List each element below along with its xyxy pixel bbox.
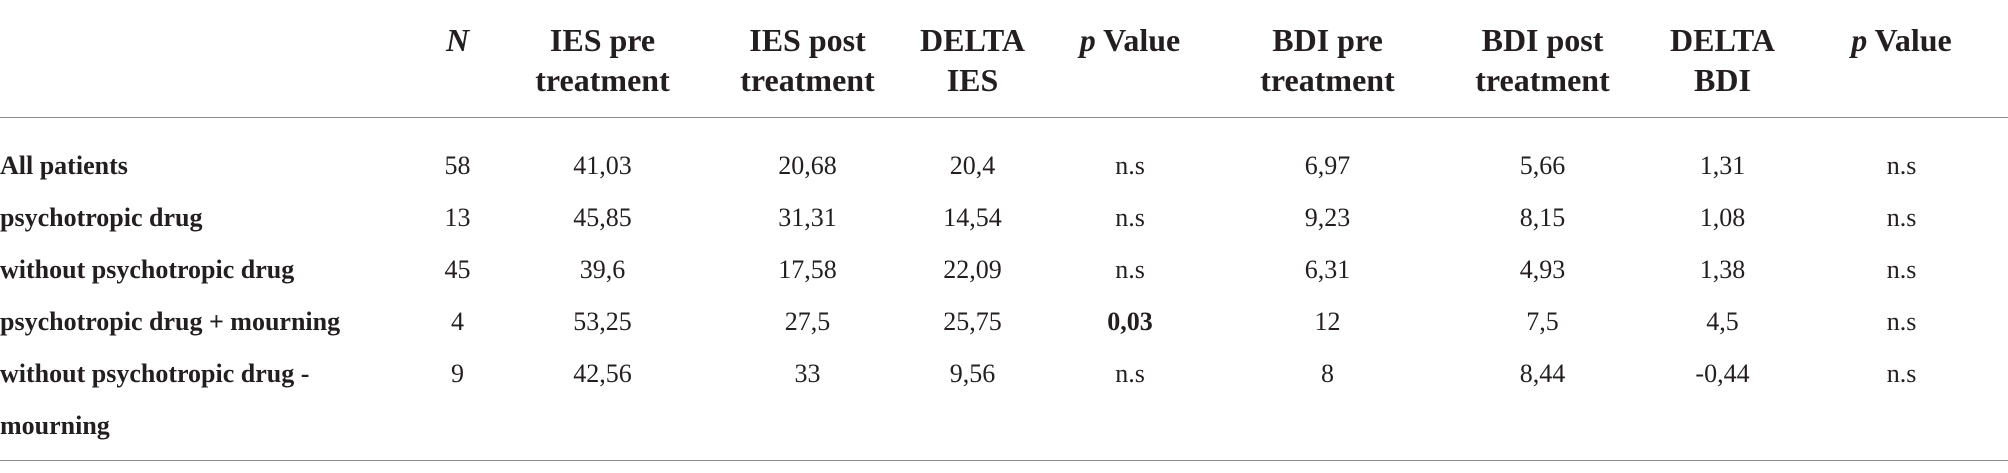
table-cell: n.s: [1886, 359, 1917, 388]
column-header: p Value: [1040, 0, 1220, 118]
table-cell: 41,03: [573, 151, 632, 180]
table-cell: 25,75: [943, 307, 1002, 336]
table-cell: 8,44: [1519, 359, 1566, 388]
table-cell: 5,66: [1519, 151, 1566, 180]
column-header: p Value: [1795, 0, 2008, 118]
row-label: All patients: [0, 151, 128, 180]
column-header-italic: N: [445, 22, 470, 58]
column-header-text: Value: [1095, 22, 1181, 58]
table-cell: 45: [444, 255, 471, 284]
column-header: N: [420, 0, 495, 118]
table-cell: 0,03: [1107, 307, 1153, 336]
column-header-italic: p: [1851, 22, 1868, 58]
table-cell: 58: [444, 151, 471, 180]
table-cell: 33: [794, 359, 821, 388]
table-cell: n.s: [1886, 307, 1917, 336]
table-cell: 1,31: [1699, 151, 1746, 180]
column-header-text: IES pre treatment: [535, 22, 670, 98]
table-cell: 14,54: [943, 203, 1002, 232]
table-cell: 17,58: [778, 255, 837, 284]
column-header: DELTA IES: [905, 0, 1040, 118]
header-row: N IES pre treatment IES post treatment DELT…: [0, 0, 2008, 118]
column-header-text: BDI pre treatment: [1260, 22, 1395, 98]
table-cell: 9,56: [949, 359, 996, 388]
table-cell: 4,93: [1519, 255, 1566, 284]
table-cell: 45,85: [573, 203, 632, 232]
table-cell: n.s: [1115, 255, 1145, 284]
table-cell: 6,97: [1304, 151, 1351, 180]
column-header-text: DELTA IES: [920, 22, 1025, 98]
table-row: psychotropic drug 13 45,85 31,31 14,54 n.s 9,2…: [0, 192, 2008, 244]
table-cell: n.s: [1115, 359, 1145, 388]
table-row: without psychotropic drug - mourning 9 42,…: [0, 348, 2008, 461]
table-header: N IES pre treatment IES post treatment DELT…: [0, 0, 2008, 118]
row-label: psychotropic drug: [0, 203, 203, 232]
table-cell: 1,38: [1699, 255, 1746, 284]
table-cell: 1,08: [1699, 203, 1746, 232]
column-header-italic: p: [1079, 22, 1096, 58]
column-header: IES pre treatment: [495, 0, 710, 118]
table-cell: 9,23: [1304, 203, 1351, 232]
table-cell: n.s: [1886, 255, 1917, 284]
column-header-text: IES post treatment: [740, 22, 875, 98]
column-header: BDI post treatment: [1435, 0, 1650, 118]
table-body: All patients 58 41,03 20,68 20,4 n.s 6,97 5,66 1…: [0, 118, 2008, 461]
table-cell: 20,68: [778, 151, 837, 180]
table-cell: 31,31: [778, 203, 837, 232]
column-header-text: BDI post treatment: [1475, 22, 1610, 98]
table-cell: 7,5: [1526, 307, 1559, 336]
table-cell: -0,44: [1695, 359, 1750, 388]
table-cell: 8,15: [1519, 203, 1566, 232]
column-header: IES post treatment: [710, 0, 905, 118]
table-cell: 13: [444, 203, 471, 232]
column-header: [0, 0, 420, 118]
table-cell: 4: [451, 307, 464, 336]
column-header: BDI pre treatment: [1220, 0, 1435, 118]
row-label: without psychotropic drug - mourning: [0, 359, 310, 440]
table-cell: 53,25: [573, 307, 632, 336]
column-header-text: DELTA BDI: [1670, 22, 1775, 98]
row-label: psychotropic drug + mourning: [0, 307, 341, 336]
table-cell: n.s: [1115, 151, 1145, 180]
row-label: without psychotropic drug: [0, 255, 295, 284]
table-cell: 9: [451, 359, 464, 388]
table-cell: n.s: [1115, 203, 1145, 232]
table-cell: n.s: [1886, 151, 1917, 180]
table-cell: 4,5: [1706, 307, 1739, 336]
table-cell: 39,6: [579, 255, 626, 284]
table-cell: 20,4: [949, 151, 996, 180]
table-row: All patients 58 41,03 20,68 20,4 n.s 6,97 5,66 1…: [0, 118, 2008, 193]
results-table: N IES pre treatment IES post treatment DELT…: [0, 0, 2008, 461]
table-cell: 12: [1314, 307, 1341, 336]
table-row: psychotropic drug + mourning 4 53,25 27,5 25…: [0, 296, 2008, 348]
table-row: without psychotropic drug 45 39,6 17,58 22,0…: [0, 244, 2008, 296]
table-cell: 22,09: [943, 255, 1002, 284]
table-cell: 8: [1321, 359, 1334, 388]
table-cell: n.s: [1886, 203, 1917, 232]
table-cell: 27,5: [784, 307, 831, 336]
column-header: DELTA BDI: [1650, 0, 1795, 118]
column-header-text: Value: [1867, 22, 1952, 58]
table-cell: 6,31: [1304, 255, 1351, 284]
table-cell: 42,56: [573, 359, 632, 388]
